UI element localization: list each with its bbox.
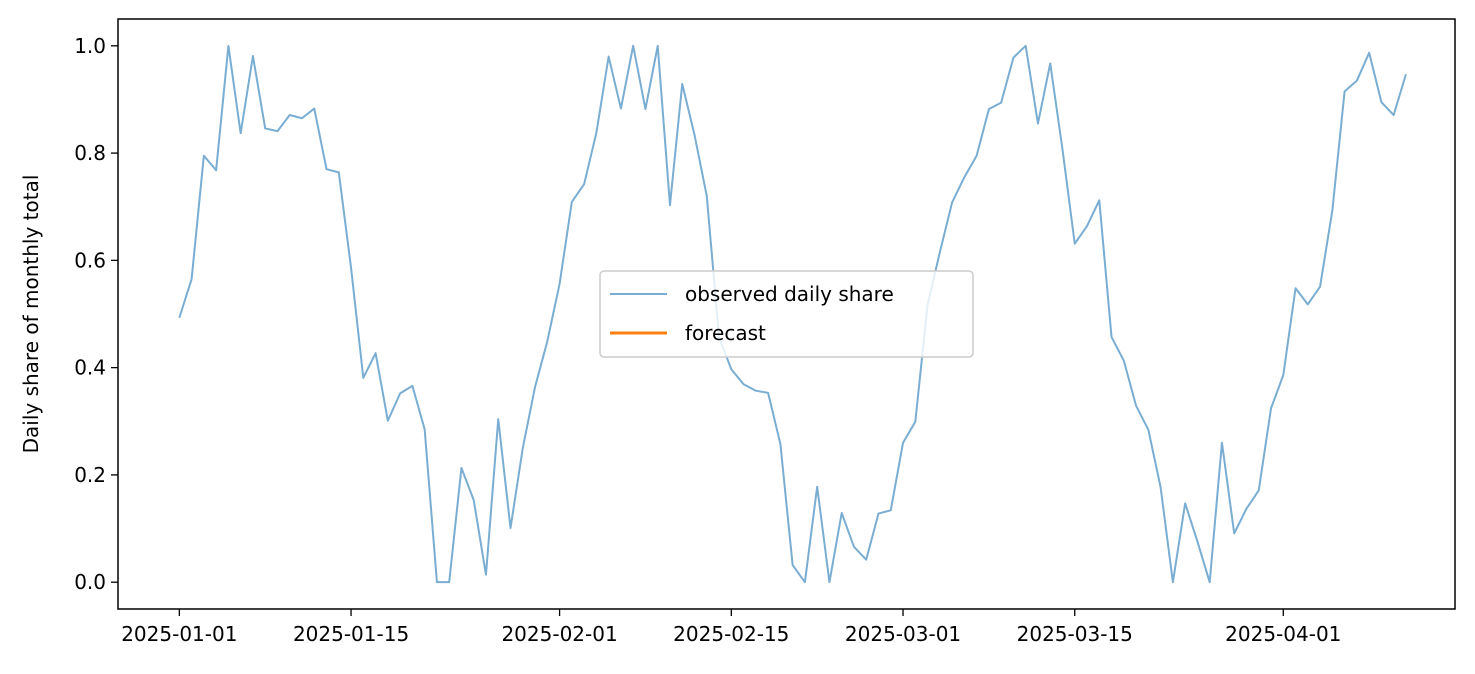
y-tick-label: 0.0 <box>74 570 106 594</box>
legend-box <box>599 270 974 358</box>
y-tick-label: 0.4 <box>74 356 106 380</box>
y-tick-label: 0.2 <box>74 463 106 487</box>
y-tick-label: 0.8 <box>74 141 106 165</box>
legend-label-observed: observed daily share <box>685 282 894 306</box>
y-axis: 0.0 0.2 0.4 0.6 0.8 1.0 <box>74 34 118 594</box>
series-layer <box>178 44 1407 584</box>
x-axis: 2025-01-01 2025-01-15 2025-02-01 2025-02-15… <box>121 609 1341 646</box>
y-tick-label: 0.6 <box>74 248 106 272</box>
x-tick-label: 2025-01-15 <box>293 622 409 646</box>
legend-label-forecast: forecast <box>685 321 766 345</box>
series-line-observed <box>178 44 1407 584</box>
x-tick-label: 2025-02-01 <box>501 622 617 646</box>
x-tick-label: 2025-03-01 <box>845 622 961 646</box>
x-tick-label: 2025-04-01 <box>1225 622 1341 646</box>
legend: observed daily share forecast <box>599 270 974 358</box>
x-tick-label: 2025-03-15 <box>1017 622 1133 646</box>
y-axis-title: Daily share of monthly total <box>19 175 43 454</box>
x-tick-label: 2025-01-01 <box>121 622 237 646</box>
y-tick-label: 1.0 <box>74 34 106 58</box>
x-tick-label: 2025-02-15 <box>673 622 789 646</box>
plot-frame <box>117 18 1456 610</box>
